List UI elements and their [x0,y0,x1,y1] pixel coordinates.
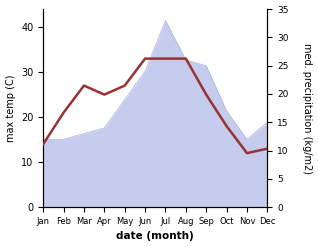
X-axis label: date (month): date (month) [116,231,194,242]
Y-axis label: max temp (C): max temp (C) [5,74,16,142]
Y-axis label: med. precipitation (kg/m2): med. precipitation (kg/m2) [302,43,313,174]
